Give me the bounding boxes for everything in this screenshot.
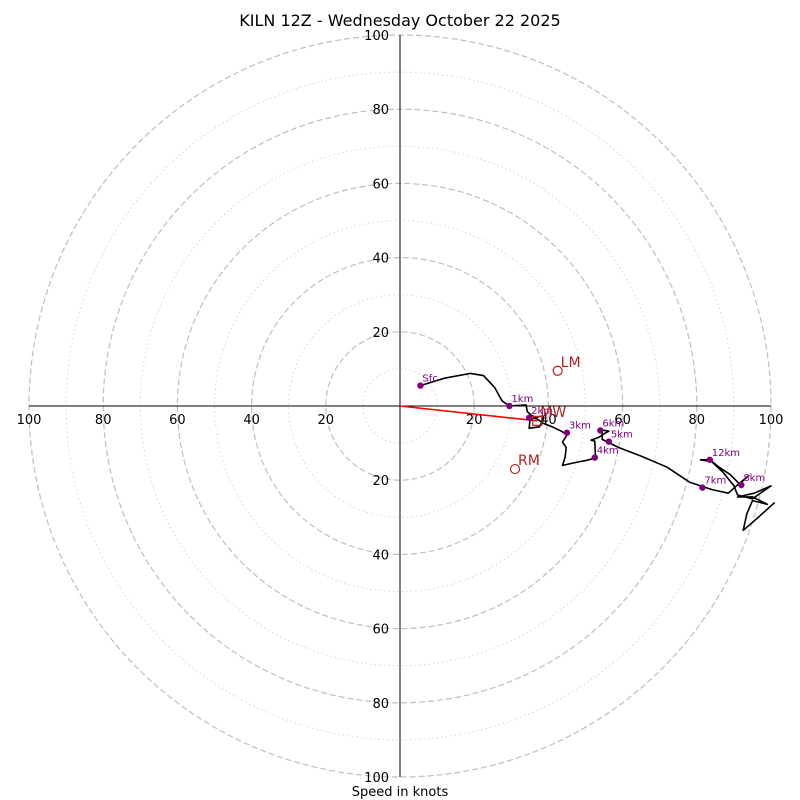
y-tick-label: 40	[372, 252, 389, 267]
rm-label: RM	[518, 453, 540, 469]
lm-marker	[552, 365, 563, 376]
height-label-4km: 4km	[597, 446, 619, 457]
height-label-2km: 2km	[531, 406, 553, 417]
height-marker-2km	[525, 414, 533, 422]
y-tick-label: 100	[364, 29, 389, 44]
x-tick-label: 20	[466, 413, 483, 428]
y-tick-label: 20	[372, 474, 389, 489]
height-marker-5km	[605, 438, 613, 445]
x-tick-label: 100	[759, 413, 784, 428]
y-tick-label: 80	[372, 103, 389, 118]
shear-vector	[399, 405, 538, 422]
shear-vector-group	[399, 405, 538, 422]
chart-title: KILN 12Z - Wednesday October 22 2025	[239, 11, 560, 30]
height-label-1km: 1km	[511, 394, 533, 405]
x-tick-label: 60	[169, 413, 186, 428]
mean-wind-marker	[532, 415, 543, 426]
height-marker-Sfc	[417, 382, 424, 389]
height-marker-4km	[591, 454, 598, 461]
height-label-5km: 5km	[611, 430, 633, 441]
x-tick-labels: 100 80 60 40 20 20 40 60 80 100	[17, 413, 784, 428]
height-label-7km: 7km	[704, 476, 726, 487]
y-tick-label: 60	[372, 177, 389, 192]
height-marker-8km	[738, 481, 745, 489]
height-marker-3km	[563, 429, 571, 436]
height-label-8km: 8km	[743, 473, 765, 484]
x-tick-label: 20	[318, 413, 335, 428]
x-tick-label: 100	[17, 413, 42, 428]
y-tick-label: 60	[372, 623, 389, 638]
x-tick-label: 80	[689, 413, 706, 428]
height-label-12km: 12km	[712, 448, 740, 459]
height-marker-7km	[699, 484, 706, 491]
height-label-3km: 3km	[569, 421, 591, 432]
height-marker-1km	[506, 402, 513, 410]
x-axis-label: Speed in knots	[352, 785, 449, 800]
y-tick-label: 80	[372, 697, 389, 712]
height-marker-12km	[706, 456, 713, 463]
y-tick-label: 20	[372, 326, 389, 341]
y-tick-label: 100	[364, 771, 389, 786]
y-tick-label: 40	[372, 548, 389, 563]
storm-motion-markers: LM RM MW	[509, 355, 581, 475]
x-tick-label: 80	[95, 413, 112, 428]
rm-marker	[509, 463, 521, 475]
height-label-6km: 6km	[602, 418, 624, 429]
mw-label: MW	[540, 405, 566, 421]
height-label-Sfc: Sfc	[422, 374, 437, 385]
height-marker-6km	[597, 427, 604, 434]
x-tick-label: 60	[614, 413, 631, 428]
lm-label: LM	[561, 355, 581, 371]
y-tick-labels: 100 80 60 40 20 20 40 60 80 100	[364, 29, 389, 786]
x-tick-label: 40	[243, 413, 260, 428]
